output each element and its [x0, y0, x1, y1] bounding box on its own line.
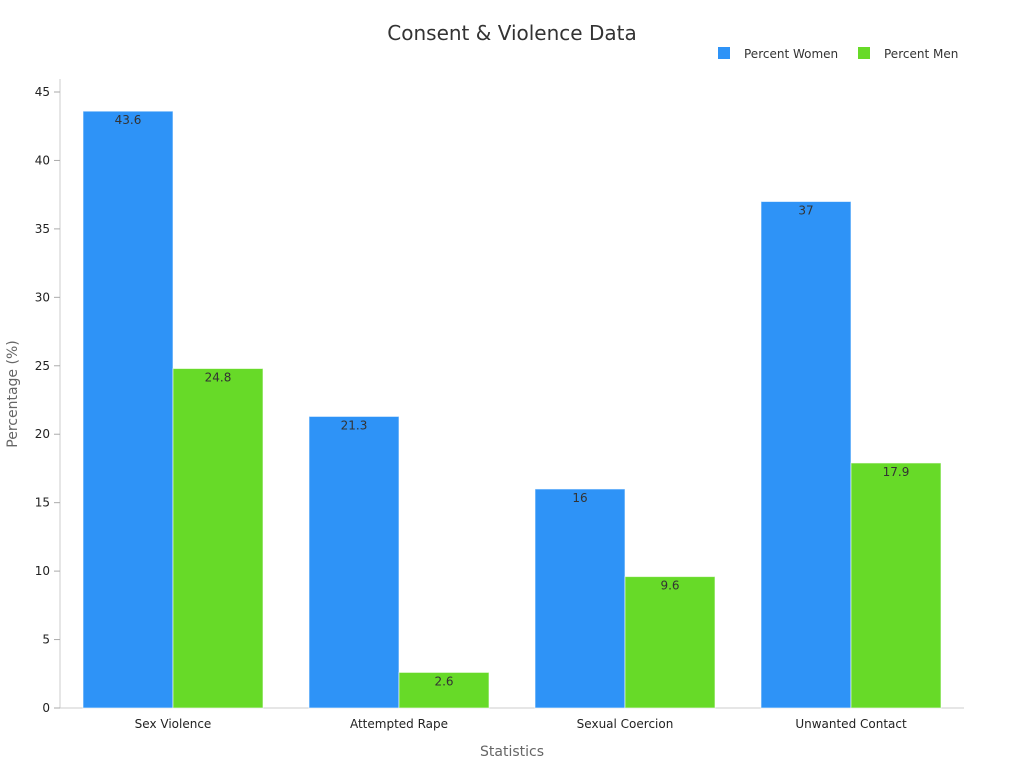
data-label: 9.6 — [660, 579, 679, 593]
y-axis: 0 5 10 15 20 25 30 35 40 45 — [35, 79, 61, 715]
y-tick-label: 40 — [35, 153, 50, 167]
legend-item-women[interactable]: Percent Women — [718, 47, 838, 61]
bar-women[interactable] — [82, 110, 174, 709]
legend-swatch-women — [718, 47, 730, 59]
y-tick-label: 35 — [35, 222, 50, 236]
y-tick-label: 45 — [35, 85, 50, 99]
bar-men[interactable] — [172, 368, 264, 709]
bar-men[interactable] — [850, 462, 942, 709]
legend-item-men[interactable]: Percent Men — [858, 47, 958, 61]
y-axis-title: Percentage (%) — [5, 340, 21, 447]
bar-women[interactable] — [308, 415, 400, 709]
data-label: 2.6 — [434, 674, 453, 688]
chart-title: Consent & Violence Data — [387, 21, 636, 45]
legend-label-men: Percent Men — [884, 47, 958, 61]
bar-men[interactable] — [398, 671, 490, 709]
y-tick-label: 30 — [35, 290, 50, 304]
y-tick-label: 0 — [42, 701, 50, 715]
x-tick-label: Sex Violence — [135, 717, 212, 731]
bar-men[interactable] — [624, 576, 716, 709]
bar-labels: 43.6 24.8 21.3 2.6 16 9.6 37 17.9 — [115, 113, 910, 688]
legend: Percent Women Percent Men — [718, 47, 958, 61]
data-label: 17.9 — [883, 465, 910, 479]
y-tick-label: 5 — [42, 633, 50, 647]
x-tick-label: Attempted Rape — [350, 717, 448, 731]
x-tick-label: Sexual Coercion — [577, 717, 674, 731]
y-tick-label: 10 — [35, 564, 50, 578]
x-axis-title: Statistics — [480, 744, 544, 760]
legend-swatch-men — [858, 47, 870, 59]
bar-women[interactable] — [760, 201, 852, 709]
y-tick-label: 20 — [35, 427, 50, 441]
legend-label-women: Percent Women — [744, 47, 838, 61]
data-label: 43.6 — [115, 113, 142, 127]
y-tick-label: 15 — [35, 496, 50, 510]
data-label: 37 — [798, 204, 813, 218]
data-label: 24.8 — [205, 371, 232, 385]
data-label: 16 — [572, 491, 587, 505]
x-axis: Sex Violence Attempted Rape Sexual Coercio… — [60, 707, 964, 731]
bar-women[interactable] — [534, 488, 626, 709]
x-tick-label: Unwanted Contact — [795, 717, 907, 731]
y-tick-label: 25 — [35, 359, 50, 373]
bars — [82, 110, 942, 709]
data-label: 21.3 — [341, 418, 368, 432]
